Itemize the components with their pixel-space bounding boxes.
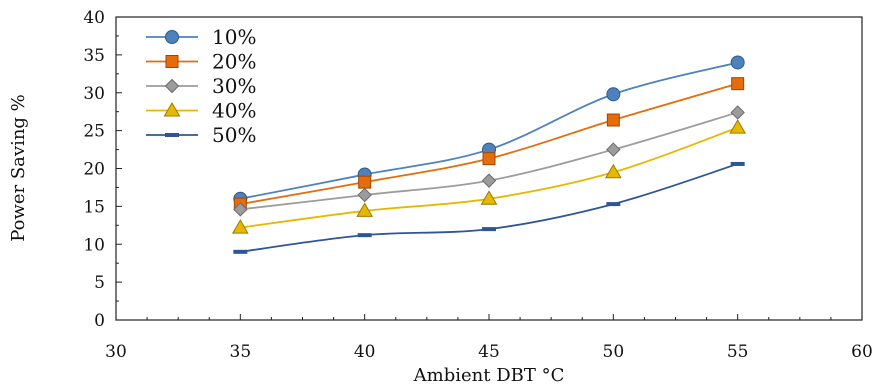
series-markers <box>231 55 747 254</box>
data-point <box>356 202 374 217</box>
y-axis-title: Power Saving % <box>8 94 29 242</box>
legend-label: 10% <box>212 25 256 49</box>
y-tick-label: 5 <box>94 273 105 293</box>
data-point <box>233 249 248 254</box>
data-point <box>357 233 372 238</box>
data-point <box>606 142 621 157</box>
y-tick-label: 15 <box>83 197 105 217</box>
data-point <box>358 175 372 189</box>
legend-marker <box>165 133 179 137</box>
x-tick-label: 50 <box>603 342 625 362</box>
data-point <box>731 77 745 91</box>
y-tick-label: 35 <box>83 46 105 66</box>
y-tick-label: 10 <box>83 235 105 255</box>
data-point <box>480 190 498 205</box>
data-point <box>357 187 372 203</box>
data-point <box>482 152 496 166</box>
data-point <box>231 219 249 234</box>
legend-marker <box>165 30 179 44</box>
legend: 10%20%30%40%50% <box>146 25 256 147</box>
x-tick-label: 30 <box>105 342 127 362</box>
data-point <box>606 87 621 102</box>
x-axis-title: Ambient DBT °C <box>413 365 565 385</box>
y-tick-label: 30 <box>83 84 105 104</box>
x-tick-label: 60 <box>851 342 873 362</box>
legend-marker <box>164 78 180 94</box>
legend-label: 20% <box>212 50 256 74</box>
data-point <box>730 161 745 166</box>
y-tick-label: 20 <box>83 160 105 180</box>
legend-label: 50% <box>212 123 256 147</box>
legend-marker <box>163 101 181 117</box>
x-tick-label: 45 <box>478 342 500 362</box>
x-tick-label: 40 <box>354 342 376 362</box>
data-point <box>729 119 747 134</box>
axis-ticks: 0 5 10 15 20 25 30 35 40 30 35 40 45 50 55 60 <box>83 8 872 362</box>
data-point <box>604 163 622 179</box>
legend-marker <box>165 55 179 68</box>
y-tick-label: 25 <box>83 122 105 142</box>
y-tick-label: 0 <box>94 311 105 331</box>
legend-label: 30% <box>212 74 256 98</box>
data-point <box>482 227 496 232</box>
data-point <box>730 55 745 70</box>
x-tick-label: 55 <box>727 342 749 362</box>
data-point <box>606 202 621 207</box>
y-tick-label: 40 <box>83 8 105 28</box>
data-point <box>481 173 497 188</box>
data-point <box>606 113 620 127</box>
legend-label: 40% <box>212 99 256 123</box>
data-point <box>233 202 248 217</box>
x-tick-label: 35 <box>230 342 252 362</box>
data-point <box>730 105 745 120</box>
